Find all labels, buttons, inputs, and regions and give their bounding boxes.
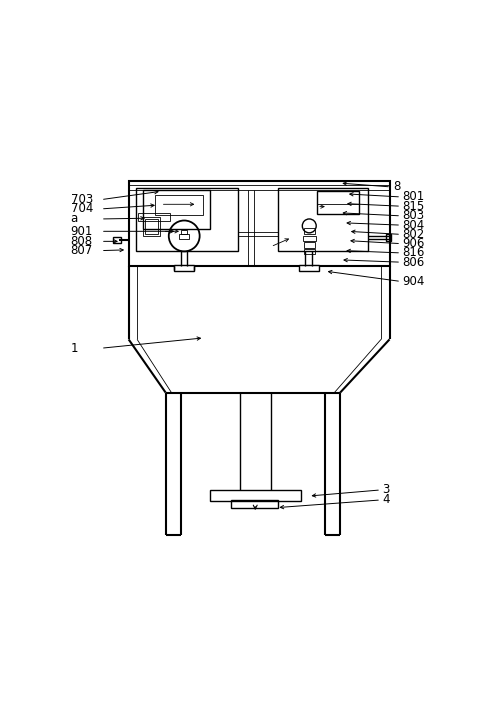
Bar xyxy=(128,181,389,266)
Bar xyxy=(113,237,121,243)
Text: 803: 803 xyxy=(403,209,425,222)
Text: 807: 807 xyxy=(71,244,93,257)
Bar xyxy=(231,500,277,508)
Text: 802: 802 xyxy=(403,228,425,241)
Text: 901: 901 xyxy=(71,225,93,237)
Bar xyxy=(137,213,170,222)
Bar xyxy=(136,188,238,251)
Bar xyxy=(210,490,301,501)
Bar xyxy=(304,242,315,248)
Bar xyxy=(386,234,391,240)
Bar xyxy=(278,188,368,251)
Text: 816: 816 xyxy=(403,246,425,259)
Text: 808: 808 xyxy=(71,235,93,248)
Text: 1: 1 xyxy=(71,342,78,355)
Bar xyxy=(299,265,319,271)
Text: 906: 906 xyxy=(403,237,425,251)
Bar xyxy=(304,249,315,253)
Bar xyxy=(303,236,316,241)
Bar xyxy=(174,265,194,271)
Bar xyxy=(155,195,203,215)
Text: a: a xyxy=(71,212,78,225)
Text: 904: 904 xyxy=(403,275,425,288)
Text: 703: 703 xyxy=(71,193,93,206)
Text: 4: 4 xyxy=(382,494,390,506)
Text: 3: 3 xyxy=(382,484,390,497)
Bar xyxy=(317,191,360,214)
Bar xyxy=(179,234,189,239)
Bar xyxy=(304,228,315,235)
Bar xyxy=(181,230,187,234)
Text: 704: 704 xyxy=(71,203,93,216)
Text: 815: 815 xyxy=(403,200,425,213)
Text: 804: 804 xyxy=(403,219,425,232)
Bar xyxy=(145,219,157,235)
Text: 801: 801 xyxy=(403,190,425,203)
Bar xyxy=(143,190,210,229)
Bar xyxy=(143,217,159,236)
Text: 8: 8 xyxy=(393,180,401,193)
Text: 806: 806 xyxy=(403,256,425,269)
